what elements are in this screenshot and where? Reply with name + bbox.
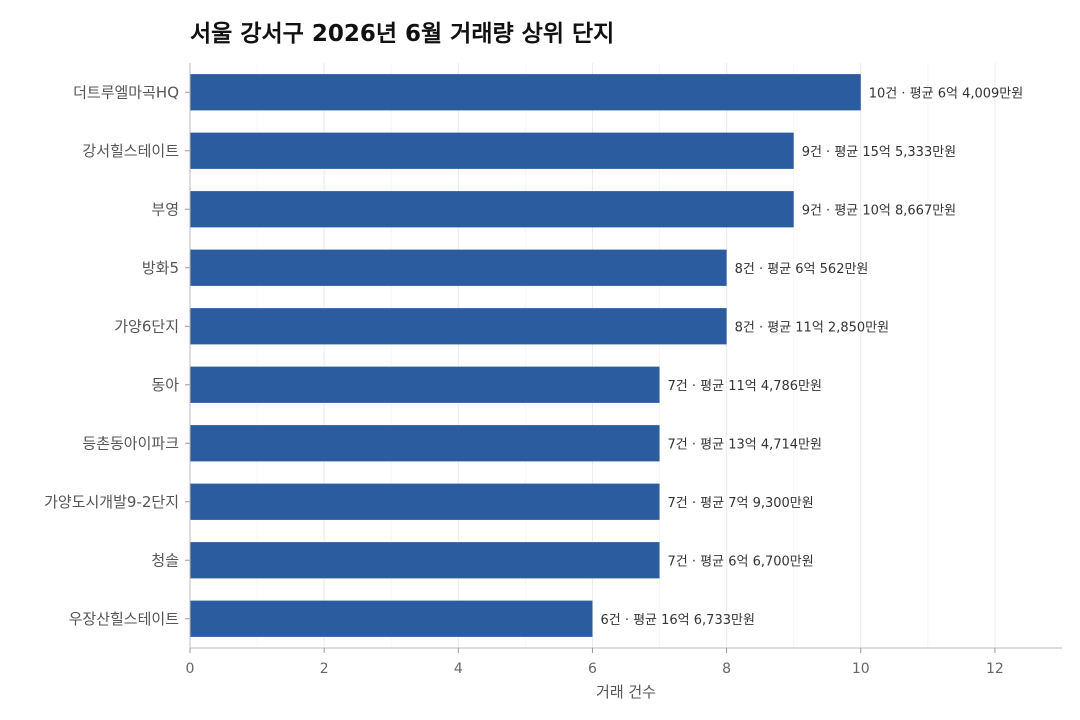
bar xyxy=(190,249,727,286)
bar xyxy=(190,308,727,345)
x-tick-label: 2 xyxy=(320,661,329,677)
axis-layer: 0 2 4 6 8 10 12 xyxy=(185,63,1062,677)
data-label: 8건 · 평균 6억 562만원 xyxy=(735,262,869,277)
bar xyxy=(190,191,794,228)
x-tick-label: 6 xyxy=(588,661,597,677)
data-label: 9건 · 평균 15억 5,333만원 xyxy=(802,145,956,160)
category-label: 강서힐스테이트 xyxy=(82,142,179,160)
x-tick-label: 12 xyxy=(986,661,1004,677)
data-label: 8건 · 평균 11억 2,850만원 xyxy=(735,320,889,335)
bar xyxy=(190,74,861,111)
category-label: 우장산힐스테이트 xyxy=(69,610,180,628)
data-label: 10건 · 평균 6억 4,009만원 xyxy=(869,86,1023,101)
category-label: 방화5 xyxy=(142,259,179,277)
chart-title: 서울 강서구 2026년 6월 거래량 상위 단지 xyxy=(190,21,615,47)
category-label: 가양도시개발9-2단지 xyxy=(44,493,179,511)
data-label: 7건 · 평균 6억 6,700만원 xyxy=(668,554,814,569)
bar xyxy=(190,425,660,462)
bar xyxy=(190,132,794,169)
x-axis-title: 거래 건수 xyxy=(596,683,656,701)
bar xyxy=(190,483,660,520)
bar-layer xyxy=(190,74,861,637)
category-label: 부영 xyxy=(151,200,179,218)
data-label: 7건 · 평균 7억 9,300만원 xyxy=(668,496,814,511)
bar xyxy=(190,542,660,579)
category-label: 동아 xyxy=(151,376,179,394)
x-tick-label: 8 xyxy=(722,661,731,677)
x-tick-label: 10 xyxy=(852,661,870,677)
category-label: 더트루엘마곡HQ xyxy=(73,83,179,101)
x-tick-label: 0 xyxy=(186,661,195,677)
data-label: 9건 · 평균 10억 8,667만원 xyxy=(802,203,956,218)
bar xyxy=(190,600,593,637)
data-label: 7건 · 평균 13억 4,714만원 xyxy=(668,437,822,452)
bar xyxy=(190,366,660,403)
category-label: 등촌동아이파크 xyxy=(82,434,179,452)
category-label: 청솔 xyxy=(151,551,179,569)
data-label: 6건 · 평균 16억 6,733만원 xyxy=(600,613,754,628)
x-tick-label: 4 xyxy=(454,661,463,677)
category-label: 가양6단지 xyxy=(114,317,179,335)
data-label: 7건 · 평균 11억 4,786만원 xyxy=(668,379,822,394)
